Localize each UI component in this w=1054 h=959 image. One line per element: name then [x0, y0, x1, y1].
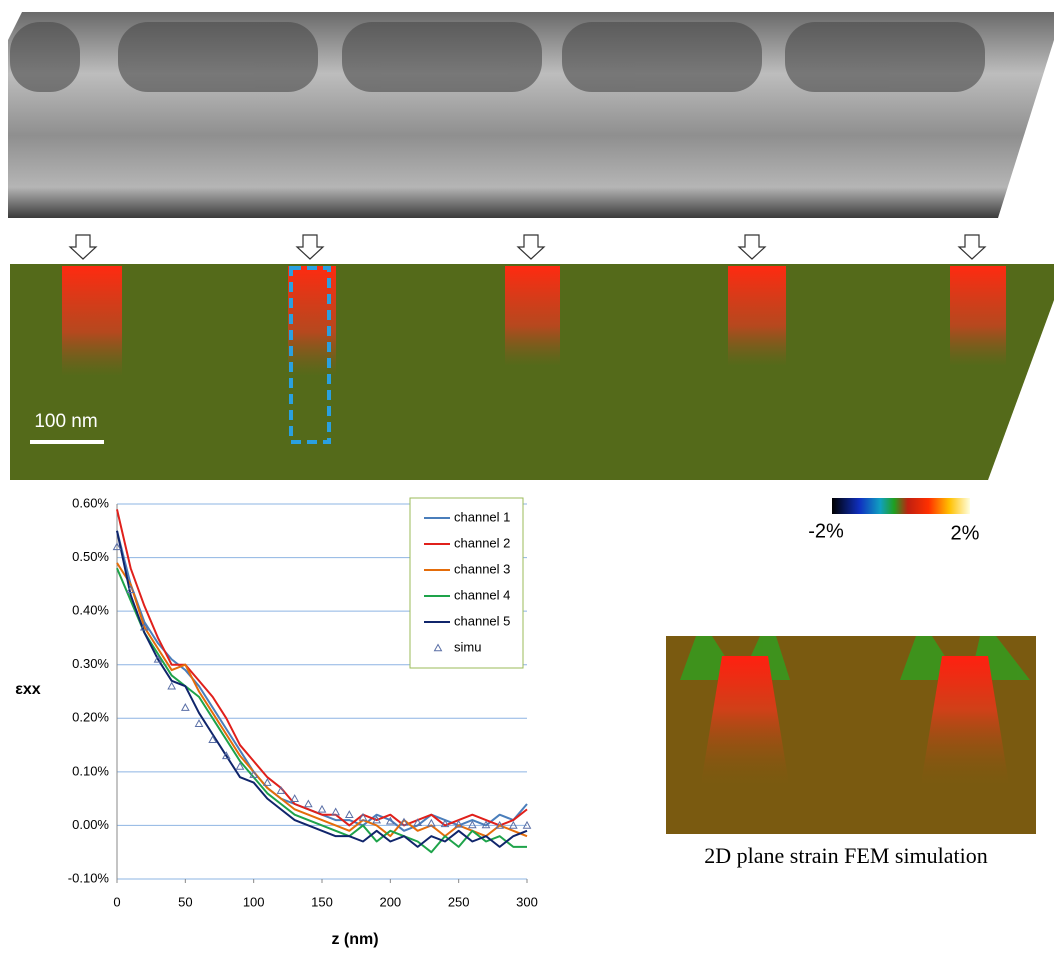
x-tick-label: 300 — [516, 894, 538, 909]
y-tick-label: 0.40% — [72, 603, 109, 618]
marker — [399, 817, 409, 826]
colorbar-max: 2% — [951, 522, 980, 544]
marker — [221, 751, 231, 760]
chart: -0.10% 0.00% 0.10% 0.20% 0.30% 0.40% 0.50% 0.60… — [15, 495, 538, 948]
x-tick-label: 200 — [379, 894, 401, 909]
strain-map-tint — [10, 264, 1054, 480]
legend-label: channel 4 — [454, 587, 510, 602]
y-axis-label: εxx — [15, 681, 40, 698]
marker — [344, 810, 354, 819]
fem-channel — [700, 656, 790, 790]
marker — [262, 778, 272, 786]
y-tick-label: 0.00% — [72, 817, 109, 832]
x-tick-label: 250 — [448, 894, 470, 909]
x-tick-label: 100 — [243, 894, 265, 909]
legend-label: channel 5 — [454, 613, 510, 628]
marker — [290, 794, 300, 802]
x-axis-label: z (nm) — [331, 931, 378, 948]
y-tick-label: 0.50% — [72, 549, 109, 564]
marker — [167, 681, 177, 690]
tem-gates — [10, 22, 985, 92]
legend-box — [409, 497, 524, 669]
marker — [522, 820, 532, 829]
selection-box — [289, 266, 331, 444]
fem-caption: 2D plane strain FEM simulation — [704, 843, 988, 868]
marker — [426, 818, 436, 827]
marker — [126, 585, 136, 594]
series-line — [116, 562, 528, 838]
y-tick-label: 0.20% — [72, 710, 109, 725]
x-tick-label: 50 — [178, 894, 192, 909]
marker — [358, 812, 368, 821]
marker — [317, 804, 327, 813]
y-tick-label: 0.60% — [72, 495, 109, 510]
marker — [208, 735, 218, 744]
marker — [153, 654, 163, 663]
marker — [413, 818, 423, 827]
legend-label: channel 3 — [454, 561, 510, 576]
x-tick-label: 150 — [311, 894, 333, 909]
y-tick-label: 0.30% — [72, 656, 109, 671]
marker — [139, 622, 149, 631]
marker — [454, 819, 464, 828]
arrows — [68, 234, 987, 260]
marker — [440, 819, 450, 828]
marker — [194, 719, 204, 727]
colorbar-min: -2% — [808, 520, 844, 542]
marker — [276, 786, 286, 794]
y-tick-label: -0.10% — [68, 870, 110, 885]
x-tick-label: 0 — [113, 894, 120, 909]
marker — [112, 542, 122, 551]
strain-map — [10, 264, 1054, 480]
legend-label: simu — [454, 639, 481, 654]
marker — [235, 761, 245, 770]
marker — [481, 820, 491, 829]
marker — [180, 703, 190, 711]
marker — [467, 820, 477, 829]
marker — [372, 815, 382, 824]
marker — [249, 770, 259, 778]
fem-channel — [920, 656, 1010, 790]
y-tick-label: 0.10% — [72, 763, 109, 778]
legend-label: channel 1 — [454, 509, 510, 524]
marker — [385, 816, 395, 825]
scale-bar-label: 100 nm — [34, 411, 97, 432]
marker — [495, 820, 505, 829]
colorbar — [832, 498, 970, 514]
series-line — [116, 530, 528, 848]
marker — [508, 820, 518, 829]
marker — [331, 807, 341, 816]
legend-label: channel 2 — [454, 535, 510, 550]
legend-marker — [433, 643, 443, 652]
marker — [303, 799, 313, 808]
